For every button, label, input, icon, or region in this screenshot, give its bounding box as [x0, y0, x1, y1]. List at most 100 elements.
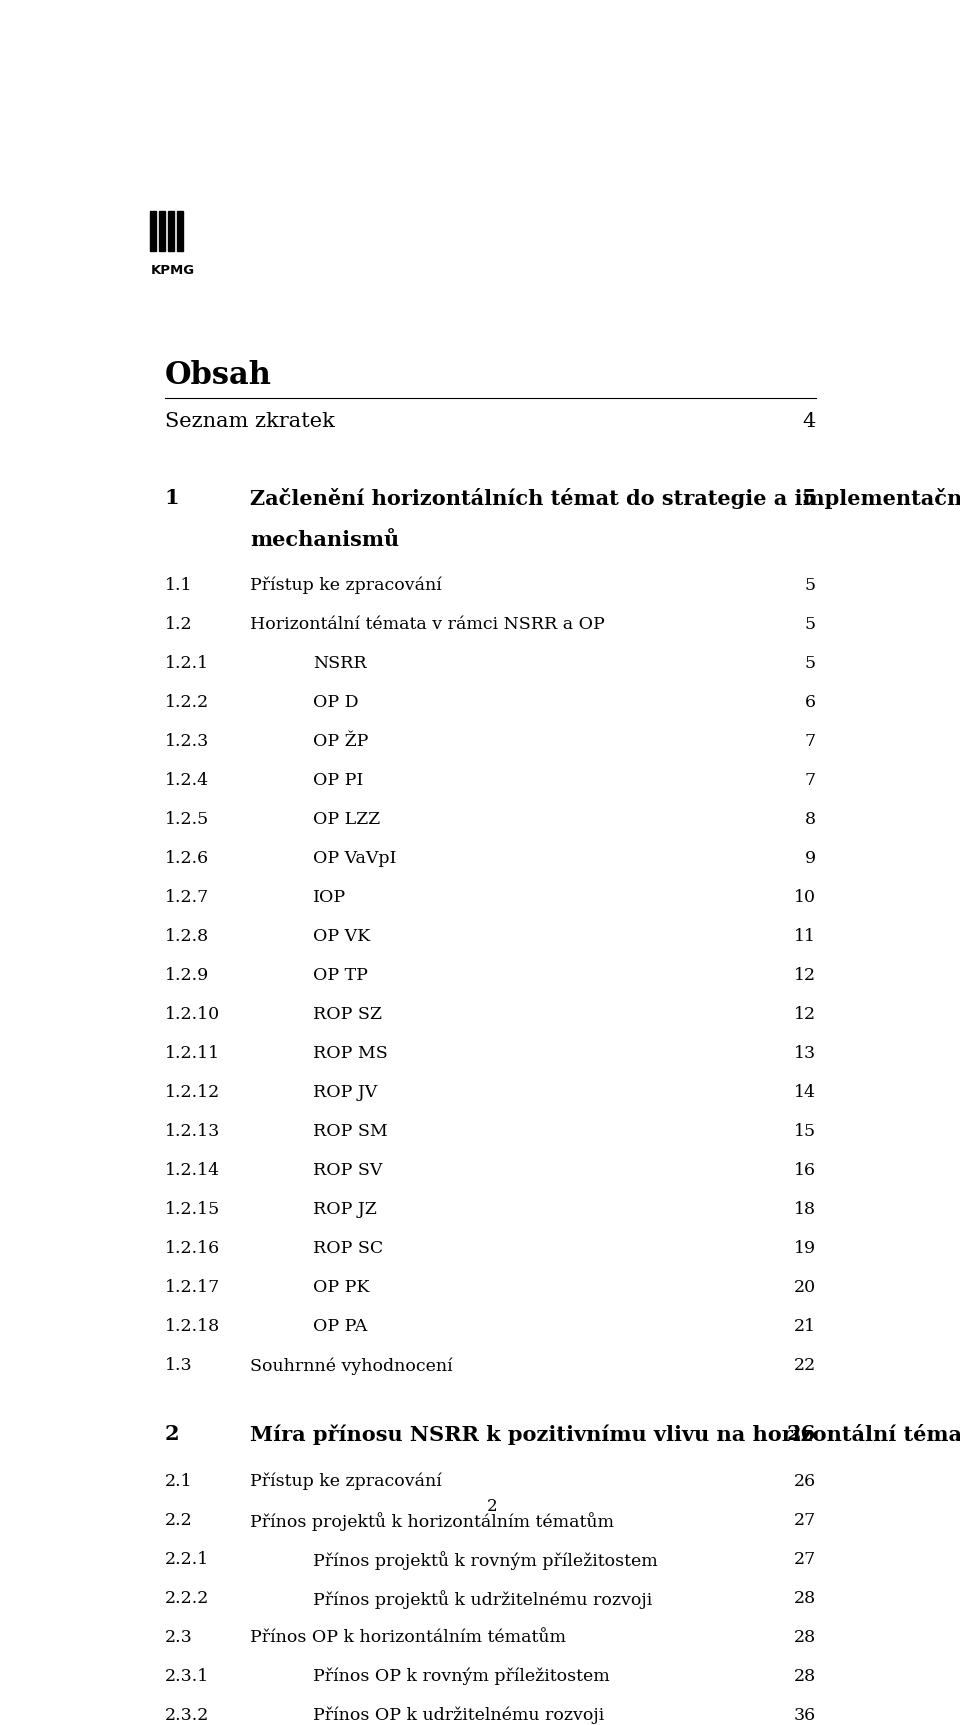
Text: 1.2.7: 1.2.7 — [165, 888, 209, 906]
Text: 19: 19 — [794, 1240, 816, 1258]
Text: 1.2.5: 1.2.5 — [165, 811, 209, 828]
Text: 1.1: 1.1 — [165, 576, 192, 593]
Text: 1.2.3: 1.2.3 — [165, 733, 209, 750]
Text: 12: 12 — [794, 968, 816, 985]
Text: 18: 18 — [794, 1201, 816, 1218]
Text: ROP SZ: ROP SZ — [313, 1006, 382, 1023]
Text: Začlenění horizontálních témat do strategie a implementačních: Začlenění horizontálních témat do strate… — [251, 488, 960, 509]
Text: 1: 1 — [165, 488, 180, 509]
Text: 26: 26 — [786, 1425, 816, 1444]
Text: 7: 7 — [804, 773, 816, 788]
Text: Souhrnné vyhodnocení: Souhrnné vyhodnocení — [251, 1358, 453, 1375]
Text: OP VK: OP VK — [313, 928, 371, 945]
Text: 5: 5 — [801, 488, 816, 509]
Text: 1.2.4: 1.2.4 — [165, 773, 208, 788]
Text: 22: 22 — [793, 1358, 816, 1375]
Text: NSRR: NSRR — [313, 656, 367, 673]
Text: Přínos projektů k horizontálním tématům: Přínos projektů k horizontálním tématům — [251, 1511, 614, 1530]
Text: 27: 27 — [793, 1511, 816, 1528]
Text: 8: 8 — [804, 811, 816, 828]
Text: ROP SV: ROP SV — [313, 1163, 383, 1180]
Text: ROP MS: ROP MS — [313, 1045, 388, 1063]
Text: 7: 7 — [804, 733, 816, 750]
Bar — [158, 210, 165, 250]
Text: 1.2.11: 1.2.11 — [165, 1045, 220, 1063]
Text: 36: 36 — [794, 1708, 816, 1723]
Text: 16: 16 — [794, 1163, 816, 1180]
Text: ROP SM: ROP SM — [313, 1123, 388, 1140]
Text: 15: 15 — [794, 1123, 816, 1140]
Text: Míra přínosu NSRR k pozitivnímu vlivu na horizontální témata: Míra přínosu NSRR k pozitivnímu vlivu na… — [251, 1425, 960, 1446]
Text: Přínos OP k rovným příležitostem: Přínos OP k rovným příležitostem — [313, 1668, 611, 1685]
Text: 28: 28 — [794, 1628, 816, 1646]
Text: 9: 9 — [804, 850, 816, 868]
Text: 2: 2 — [487, 1497, 497, 1515]
Text: Přínos projektů k rovným příležitostem: Přínos projektů k rovným příležitostem — [313, 1551, 659, 1570]
Text: 1.2.16: 1.2.16 — [165, 1240, 220, 1258]
Text: 1.2.12: 1.2.12 — [165, 1085, 220, 1101]
Text: 1.2.14: 1.2.14 — [165, 1163, 220, 1180]
Text: 2.2.2: 2.2.2 — [165, 1590, 209, 1608]
Text: Přínos OP k udržitelnému rozvoji: Přínos OP k udržitelnému rozvoji — [313, 1708, 605, 1725]
Text: ROP SC: ROP SC — [313, 1240, 384, 1258]
Text: OP PI: OP PI — [313, 773, 364, 788]
Text: Obsah: Obsah — [165, 361, 272, 392]
Text: 14: 14 — [794, 1085, 816, 1101]
Text: OP VaVpI: OP VaVpI — [313, 850, 396, 868]
Text: 28: 28 — [794, 1668, 816, 1685]
Text: 1.2.15: 1.2.15 — [165, 1201, 220, 1218]
Bar — [168, 210, 175, 250]
Text: 5: 5 — [804, 576, 816, 593]
Text: 1.2.1: 1.2.1 — [165, 656, 208, 673]
Text: Seznam zkratek: Seznam zkratek — [165, 412, 334, 431]
Text: 5: 5 — [804, 656, 816, 673]
Bar — [177, 210, 183, 250]
Text: Přínos OP k horizontálním tématům: Přínos OP k horizontálním tématům — [251, 1628, 566, 1646]
Text: 1.2.6: 1.2.6 — [165, 850, 208, 868]
Text: KPMG: KPMG — [151, 264, 195, 278]
Text: OP D: OP D — [313, 693, 359, 711]
Text: 20: 20 — [794, 1280, 816, 1295]
Text: 28: 28 — [794, 1590, 816, 1608]
Text: 2.2.1: 2.2.1 — [165, 1551, 209, 1568]
Text: 1.2.9: 1.2.9 — [165, 968, 209, 985]
Text: 2: 2 — [165, 1425, 180, 1444]
Text: 11: 11 — [794, 928, 816, 945]
Text: OP PK: OP PK — [313, 1280, 370, 1295]
Text: 4: 4 — [803, 412, 816, 431]
Text: 26: 26 — [794, 1473, 816, 1490]
Bar — [150, 210, 156, 250]
Text: Přístup ke zpracování: Přístup ke zpracování — [251, 1473, 442, 1490]
Text: OP TP: OP TP — [313, 968, 369, 985]
Text: Horizontální témata v rámci NSRR a OP: Horizontální témata v rámci NSRR a OP — [251, 616, 605, 633]
Text: IOP: IOP — [313, 888, 347, 906]
Text: mechanismů: mechanismů — [251, 530, 399, 550]
Text: 1.2.10: 1.2.10 — [165, 1006, 220, 1023]
Text: OP ŽP: OP ŽP — [313, 733, 369, 750]
Text: 6: 6 — [804, 693, 816, 711]
Text: 1.2.17: 1.2.17 — [165, 1280, 220, 1295]
Text: 2.3.2: 2.3.2 — [165, 1708, 209, 1723]
Text: 12: 12 — [794, 1006, 816, 1023]
Text: 1.2.2: 1.2.2 — [165, 693, 209, 711]
Text: 1.2.8: 1.2.8 — [165, 928, 208, 945]
Text: 27: 27 — [793, 1551, 816, 1568]
Text: 1.2.18: 1.2.18 — [165, 1318, 220, 1335]
Text: Přístup ke zpracování: Přístup ke zpracování — [251, 576, 442, 595]
Text: ROP JZ: ROP JZ — [313, 1201, 377, 1218]
Text: Přínos projektů k udržitelnému rozvoji: Přínos projektů k udržitelnému rozvoji — [313, 1590, 653, 1609]
Text: 2.3: 2.3 — [165, 1628, 192, 1646]
Text: 1.2: 1.2 — [165, 616, 192, 633]
Text: 2.2: 2.2 — [165, 1511, 192, 1528]
Text: 5: 5 — [804, 616, 816, 633]
Text: OP LZZ: OP LZZ — [313, 811, 380, 828]
Text: 1.2.13: 1.2.13 — [165, 1123, 220, 1140]
Text: 13: 13 — [794, 1045, 816, 1063]
Text: 2.1: 2.1 — [165, 1473, 192, 1490]
Text: OP PA: OP PA — [313, 1318, 368, 1335]
Text: ROP JV: ROP JV — [313, 1085, 377, 1101]
Text: 10: 10 — [794, 888, 816, 906]
Text: 1.3: 1.3 — [165, 1358, 192, 1375]
Text: 2.3.1: 2.3.1 — [165, 1668, 209, 1685]
Text: 21: 21 — [794, 1318, 816, 1335]
